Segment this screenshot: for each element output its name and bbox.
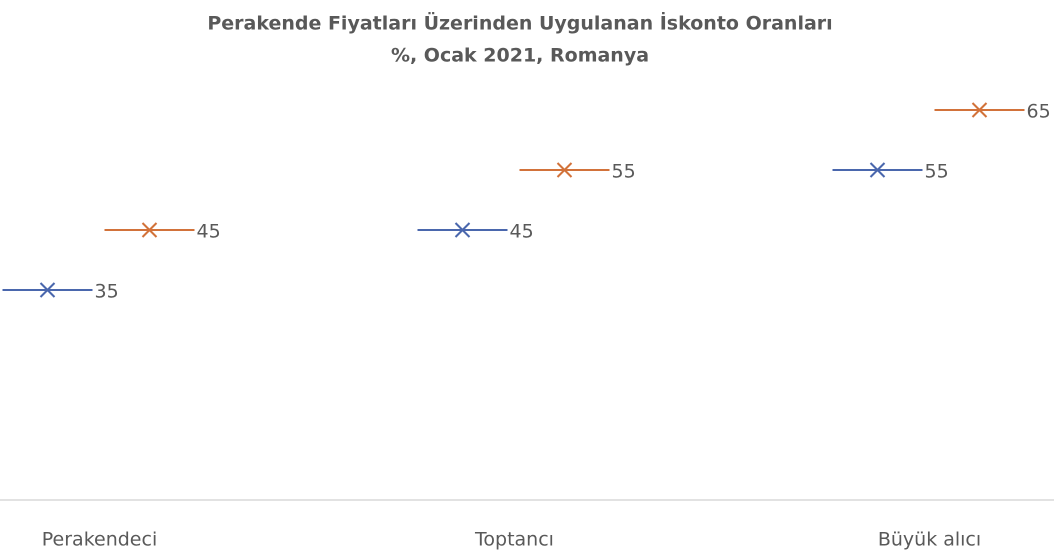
x-tick-label: Perakendeci xyxy=(42,529,157,551)
data-label: 55 xyxy=(925,161,949,183)
data-label: 45 xyxy=(197,221,221,243)
chart-subtitle: %, Ocak 2021, Romanya xyxy=(391,45,649,67)
marker xyxy=(104,222,195,238)
data-label: 35 xyxy=(95,281,119,303)
data-label: 55 xyxy=(612,161,636,183)
marker xyxy=(417,222,508,238)
x-tick-label: Toptancı xyxy=(474,529,554,551)
data-label: 45 xyxy=(510,221,534,243)
marker xyxy=(2,282,93,298)
chart-title: Perakende Fiyatları Üzerinden Uygulanan … xyxy=(207,11,832,35)
marker xyxy=(934,102,1025,118)
x-tick-label: Büyük alıcı xyxy=(878,529,981,551)
marker xyxy=(832,162,923,178)
marker xyxy=(519,162,610,178)
data-label: 65 xyxy=(1027,101,1051,123)
